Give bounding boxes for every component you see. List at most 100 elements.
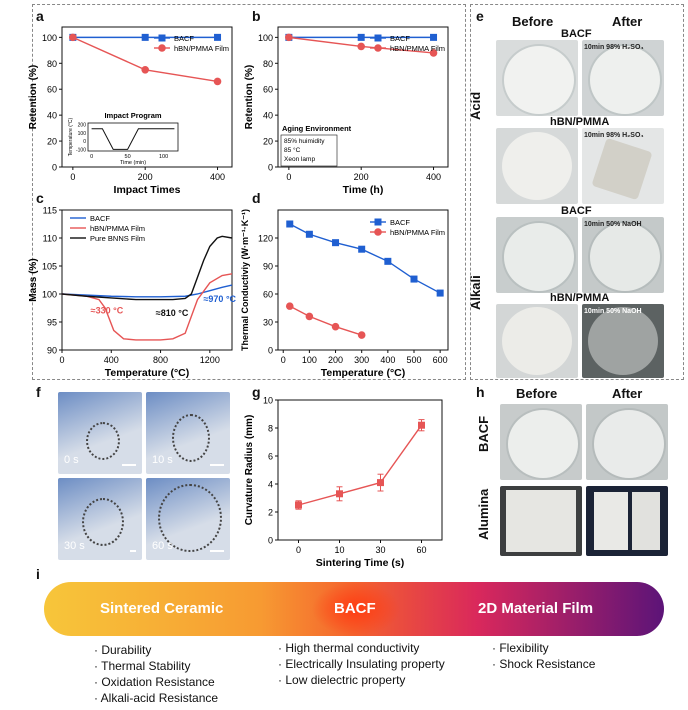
x-tick-label: 10 [334,545,344,555]
y-tick-label: 20 [47,137,57,147]
chart-d: 0 30 60 90 120 0 100 200 300 400 500 600 Temperature… [240,209,449,379]
x-tick-label: 800 [153,355,168,365]
e-note-1: 10min 98% H₂SO₄ [584,44,644,51]
frame-abcd [32,4,466,380]
y-axis-label: Mass (%) [28,258,39,301]
e-photo-bacf-acid-before [496,40,578,116]
e-note-2: 10min 98% H₂SO₄ [584,132,644,139]
inset-y-label: Temperature (°C) [68,117,74,156]
x-tick-label: 400 [426,172,441,182]
e-tile-title-1: BACF [561,28,592,40]
bullet-item: · Durability [94,643,152,657]
annot-330: ≈330 °C [91,305,124,315]
legend-label: BACF [390,218,410,227]
x-tick-label: 100 [302,355,317,365]
inset-x-tick: 100 [159,154,168,160]
annot-970: ≈970 °C [203,294,236,304]
e-tile-title-4: hBN/PMMA [550,292,610,304]
y-tick-label: 8 [268,424,273,434]
h-row-bacf: BACF [476,415,491,452]
y-tick-label: 0 [268,163,273,173]
e-photo-hbn-alkali-after: 10min 50% NaOH [582,304,664,378]
inset-y-tick: 100 [78,131,87,137]
x-tick-label: 0 [70,172,75,182]
data-point [305,312,314,321]
data-point [69,33,77,42]
y-tick-label: 60 [263,85,273,95]
y-tick-label: 100 [258,33,273,43]
f-photo-30s: 30 s [58,478,142,560]
h-photo-alumina-after [586,486,668,556]
data-point [357,33,365,41]
aging-line: Xeon lamp [284,156,315,163]
f-photo-0s: 0 s [58,392,142,474]
aging-box [280,134,338,167]
h-col-before: Before [516,386,558,401]
data-point [332,239,340,247]
plot-frame [277,399,443,541]
y-tick-label: 0 [52,163,57,173]
x-tick-label: 0 [59,355,64,365]
panel-letter-h: h [476,384,485,400]
x-tick-label: 200 [328,355,343,365]
legend-label: BACF [90,214,110,223]
data-point [357,42,365,51]
panel-letter-a: a [36,8,44,24]
legend-marker [374,34,382,42]
y-axis-label: Retention (%) [244,65,255,129]
data-point [285,302,294,310]
x-tick-label: 0 [286,172,291,182]
inset-line [91,128,175,150]
x-axis-label: Time (h) [343,184,384,196]
e-photo-bacf-alkali-after: 10min 50% NaOH [582,217,664,293]
x-tick-label: 400 [104,355,119,365]
y-tick-label: 100 [42,33,57,43]
y-tick-label: 6 [268,452,273,462]
panel-letter-e: e [476,8,484,24]
data-point [358,245,366,253]
y-tick-label: 10 [263,396,273,406]
panel-letter-b: b [252,8,261,24]
y-tick-label: 2 [268,508,273,518]
i-center-title: BACF [334,600,376,617]
x-axis-label: Sintering Time (s) [316,557,405,569]
annot-810: ≈810 °C [156,308,189,318]
panel-letter-c: c [36,190,44,206]
x-tick-label: 600 [433,355,448,365]
f-time-10: 10 s [152,454,173,466]
y-tick-label: 0 [268,346,273,356]
plot-frame [277,26,449,168]
y-tick-label: 90 [47,346,57,356]
data-point [331,322,340,331]
y-tick-label: 80 [263,59,273,69]
aging-title: Aging Environment [282,124,352,133]
data-point [384,257,392,265]
chart-g: 0 2 4 6 8 10 0 10 30 60 Sintering Time (s) Curvatur… [244,396,443,569]
e-photo-bacf-alkali-before [496,217,578,293]
h-photo-bacf-after [586,404,668,480]
legend-marker [158,34,166,42]
e-row-acid: Acid [468,91,483,120]
series-line [61,235,233,301]
panel-letter-f: f [36,384,41,400]
aging-line: 85 °C [284,146,301,154]
data-point [429,49,438,57]
x-tick-label: 0 [281,355,286,365]
x-tick-label: 200 [138,172,153,182]
e-note-4: 10min 50% NaOH [584,308,642,315]
series-line [61,273,233,341]
i-right-bullets: · Flexibility · Shock Resistance [492,640,595,672]
plot-frame [61,209,233,351]
series-line [61,284,233,298]
data-point [214,33,222,41]
y-tick-label: 60 [47,85,57,95]
y-tick-label: 4 [268,480,273,490]
bullet-item: · Flexibility [492,641,549,655]
x-axis-label: Temperature (°C) [105,367,190,379]
legend-label: hBN/PMMA Film [390,44,445,53]
chart-c: 90 95 100 105 110 115 0 400 800 1200 Temperature (… [28,206,237,380]
y-axis-label: Curvature Radius (mm) [244,415,255,526]
y-tick-label: 120 [258,234,273,244]
x-axis-label: Temperature (°C) [321,367,406,379]
e-tile-title-2: hBN/PMMA [550,116,610,128]
